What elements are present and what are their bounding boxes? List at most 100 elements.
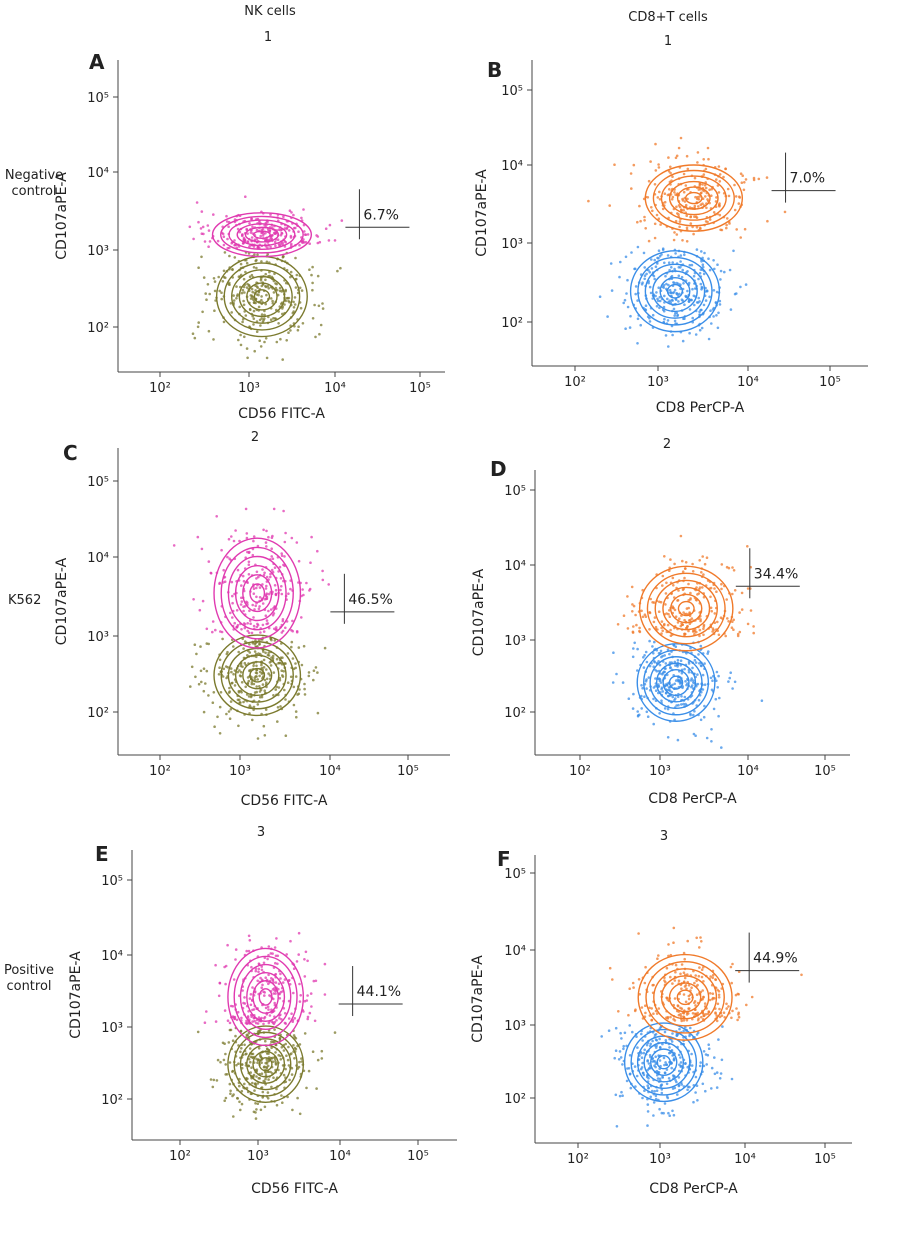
event-dot — [294, 226, 297, 230]
event-dot — [252, 535, 256, 538]
event-dot — [614, 1093, 618, 1097]
event-dot — [198, 608, 202, 612]
event-dot — [303, 693, 307, 696]
event-dot — [266, 957, 269, 961]
event-dot — [283, 540, 287, 544]
event-dot — [699, 664, 703, 667]
event-dot — [683, 303, 686, 307]
event-dot — [760, 699, 764, 702]
event-dot — [722, 175, 725, 179]
event-dot — [224, 1063, 227, 1066]
event-dot — [316, 235, 320, 238]
event-dot — [714, 1011, 717, 1014]
event-dot — [731, 592, 734, 596]
event-dot — [734, 195, 738, 198]
event-dot — [232, 1093, 235, 1096]
event-dot — [683, 576, 686, 580]
event-dot — [227, 1041, 231, 1044]
event-dot — [252, 705, 256, 709]
event-dot — [653, 616, 657, 619]
event-dot — [648, 639, 651, 643]
panel-number-e: 3 — [256, 825, 266, 840]
event-dot — [298, 1043, 302, 1046]
event-dot — [684, 567, 687, 570]
event-dot — [294, 662, 297, 665]
event-dot — [282, 1049, 286, 1052]
event-dot — [702, 303, 706, 307]
event-dot — [208, 292, 211, 296]
event-dot — [681, 268, 684, 272]
event-dot — [258, 1077, 262, 1080]
row-label-negative-control: Negative control — [4, 168, 64, 199]
event-dot — [271, 979, 275, 982]
event-dot — [264, 278, 267, 282]
event-dot — [704, 220, 708, 223]
event-dot — [679, 1065, 682, 1068]
event-dot — [620, 1090, 623, 1094]
event-dot — [249, 1071, 252, 1074]
event-dot — [725, 598, 728, 601]
event-dot — [223, 1099, 226, 1102]
event-dot — [246, 240, 249, 243]
event-dot — [254, 586, 258, 590]
event-dot — [682, 993, 686, 996]
event-dot — [650, 1007, 653, 1010]
event-dot — [201, 599, 205, 603]
event-dot — [657, 677, 661, 680]
event-dot — [273, 240, 277, 244]
event-dot — [672, 941, 675, 944]
event-dot — [299, 306, 303, 310]
event-dot — [273, 639, 277, 642]
event-dot — [265, 1065, 268, 1069]
event-dot — [299, 994, 303, 997]
event-dot — [234, 948, 238, 951]
event-dot — [662, 305, 666, 309]
event-dot — [645, 660, 649, 664]
event-dot — [305, 581, 308, 585]
event-dot — [673, 314, 676, 317]
event-dot — [296, 328, 300, 332]
event-dot — [688, 263, 692, 267]
event-dot — [680, 703, 683, 706]
event-dot — [264, 593, 268, 597]
event-dot — [249, 993, 253, 996]
event-dot — [202, 276, 206, 279]
event-dot — [692, 232, 695, 236]
event-dot — [206, 224, 210, 227]
event-dot — [279, 1054, 282, 1058]
event-dot — [657, 660, 660, 663]
panel-letter-c: C — [63, 441, 78, 465]
row-label-positive-control: Positive control — [3, 963, 55, 994]
event-dot — [626, 278, 629, 282]
event-dot — [752, 176, 756, 180]
event-dot — [654, 684, 657, 688]
event-dot — [657, 610, 661, 613]
event-dot — [214, 628, 217, 632]
column-header-cd8: CD8+T cells — [628, 10, 708, 25]
event-dot — [244, 195, 247, 198]
event-dot — [200, 547, 204, 551]
event-dot — [230, 311, 233, 314]
event-dot — [783, 210, 787, 214]
event-dot — [674, 156, 678, 160]
event-dot — [274, 588, 278, 592]
event-dot — [688, 611, 691, 614]
event-dot — [254, 1102, 257, 1105]
event-dot — [224, 1052, 227, 1056]
gate-percentage-label: 46.5% — [348, 592, 392, 608]
event-dot — [737, 1015, 741, 1019]
event-dot — [635, 1035, 638, 1038]
event-dot — [216, 715, 219, 719]
event-dot — [663, 670, 666, 674]
event-dot — [232, 978, 236, 981]
event-dot — [725, 1007, 728, 1010]
event-dot — [634, 292, 637, 296]
event-dot — [654, 668, 657, 672]
event-dot — [720, 563, 724, 566]
event-dot — [650, 206, 653, 209]
contour-line — [643, 1041, 685, 1083]
event-dot — [622, 1044, 625, 1048]
event-dot — [719, 269, 723, 273]
event-dot — [622, 1047, 625, 1051]
event-dot — [674, 219, 678, 223]
